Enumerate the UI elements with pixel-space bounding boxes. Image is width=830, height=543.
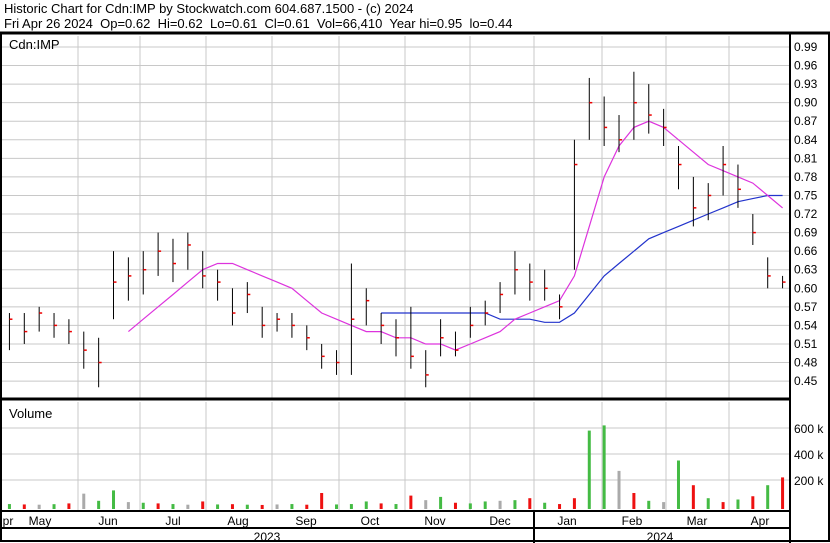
volume-bar xyxy=(245,504,249,509)
price-panel-label: Cdn:IMP xyxy=(9,37,60,52)
volume-bar xyxy=(230,504,234,509)
month-label: May xyxy=(29,514,52,528)
volume-tick-label: 600 k xyxy=(794,422,824,436)
volume-bar xyxy=(766,485,770,509)
volume-bar xyxy=(662,502,666,509)
volume-bar xyxy=(305,504,309,509)
price-tick-label: 0.81 xyxy=(794,151,818,165)
volume-bar xyxy=(498,500,502,509)
volume-bar xyxy=(290,504,294,509)
price-tick-label: 0.96 xyxy=(794,59,818,73)
volume-bar xyxy=(379,503,383,509)
chart-title: Historic Chart for Cdn:IMP by Stockwatch… xyxy=(4,1,414,16)
volume-bar xyxy=(141,502,145,509)
volume-bar xyxy=(216,504,220,509)
volume-bar xyxy=(468,503,472,509)
volume-bar xyxy=(275,504,279,509)
volume-bar xyxy=(572,498,576,509)
month-label: Sep xyxy=(295,514,317,528)
month-label: Jun xyxy=(98,514,117,528)
volume-bar xyxy=(602,425,606,509)
volume-bar xyxy=(186,504,190,509)
month-label: Jan xyxy=(557,514,576,528)
volume-bar xyxy=(156,503,160,509)
price-tick-label: 0.45 xyxy=(794,374,818,388)
volume-bar xyxy=(647,500,651,509)
moving-average-short xyxy=(128,120,783,351)
volume-bar xyxy=(409,495,413,509)
volume-bar xyxy=(781,477,785,509)
volume-bar xyxy=(558,504,562,509)
price-tick-label: 0.60 xyxy=(794,281,818,295)
volume-bar xyxy=(676,460,680,509)
volume-tick-label: 200 k xyxy=(794,474,824,488)
month-label: Oct xyxy=(361,514,380,528)
year-label: 2024 xyxy=(647,530,674,543)
volume-bar xyxy=(751,496,755,509)
month-label: Nov xyxy=(424,514,445,528)
volume-bar xyxy=(691,485,695,509)
volume-bar xyxy=(513,500,517,509)
price-tick-label: 0.93 xyxy=(794,77,818,91)
month-label: Feb xyxy=(622,514,643,528)
volume-bar xyxy=(439,496,443,509)
volume-bar xyxy=(260,504,264,509)
volume-bar xyxy=(37,504,41,509)
volume-bar xyxy=(364,501,368,509)
volume-bar xyxy=(320,493,324,509)
price-tick-label: 0.90 xyxy=(794,96,818,110)
volume-bar xyxy=(528,498,532,509)
price-tick-label: 0.54 xyxy=(794,318,818,332)
volume-bar xyxy=(706,498,710,509)
volume-bar xyxy=(587,430,591,509)
volume-bar xyxy=(126,502,130,509)
price-tick-label: 0.84 xyxy=(794,133,818,147)
volume-bar xyxy=(617,470,621,509)
volume-bar xyxy=(67,503,71,509)
price-tick-label: 0.87 xyxy=(794,114,818,128)
price-tick-label: 0.48 xyxy=(794,356,818,370)
volume-bar xyxy=(483,501,487,509)
moving-average-long xyxy=(381,194,783,323)
volume-bar xyxy=(632,493,636,509)
price-tick-label: 0.78 xyxy=(794,170,818,184)
month-label: Mar xyxy=(687,514,708,528)
volume-bar xyxy=(201,501,205,509)
price-tick-label: 0.57 xyxy=(794,300,818,314)
volume-bar xyxy=(82,493,86,509)
volume-bar xyxy=(335,504,339,509)
month-label: Apr xyxy=(751,514,770,528)
volume-bar xyxy=(171,504,175,509)
volume-bar xyxy=(543,502,547,509)
volume-bar xyxy=(112,490,116,509)
price-tick-label: 0.69 xyxy=(794,226,818,240)
price-tick-label: 0.63 xyxy=(794,263,818,277)
price-tick-label: 0.66 xyxy=(794,244,818,258)
volume-bar xyxy=(349,504,353,509)
quote-summary: Fri Apr 26 2024 Op=0.62 Hi=0.62 Lo=0.61 … xyxy=(4,16,513,31)
outer-frame xyxy=(0,32,830,542)
volume-bar xyxy=(721,502,725,509)
volume-bar xyxy=(7,504,11,509)
volume-bar xyxy=(453,502,457,509)
price-tick-label: 0.51 xyxy=(794,337,818,351)
price-tick-label: 0.99 xyxy=(794,40,818,54)
volume-bar xyxy=(22,504,26,509)
volume-bar xyxy=(97,500,101,509)
volume-tick-label: 400 k xyxy=(794,448,824,462)
volume-panel-label: Volume xyxy=(9,406,52,421)
volume-bar xyxy=(736,499,740,509)
month-label: Jul xyxy=(165,514,180,528)
price-tick-label: 0.75 xyxy=(794,188,818,202)
volume-bar xyxy=(52,504,56,509)
month-label: Aug xyxy=(227,514,248,528)
volume-bar xyxy=(394,504,398,509)
volume-bar xyxy=(424,500,428,509)
price-tick-label: 0.72 xyxy=(794,207,818,221)
month-label: Dec xyxy=(489,514,510,528)
year-label: 2023 xyxy=(254,530,281,543)
month-label: pr xyxy=(3,514,14,528)
